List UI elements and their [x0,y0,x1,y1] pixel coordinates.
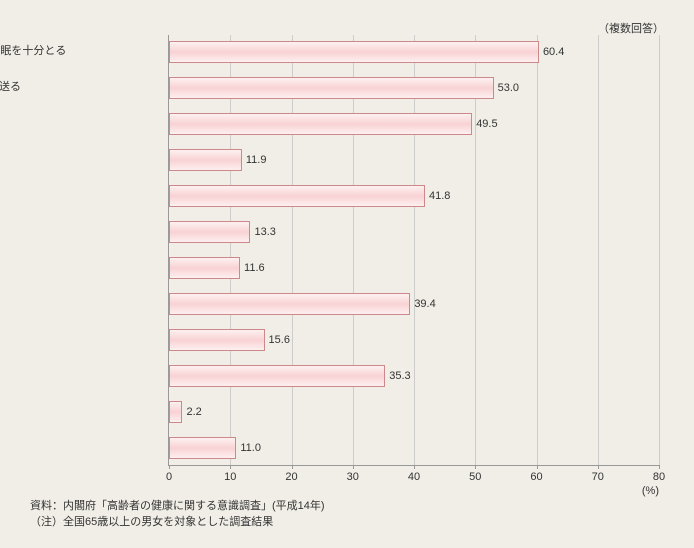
bar-row: 保健薬や強壮剤を飲む11.9 [169,149,266,171]
bar [169,401,182,423]
x-tick-label: 30 [347,471,359,483]
bar [169,293,410,315]
bar-value-label: 60.4 [543,46,564,58]
bar-value-label: 41.8 [429,190,450,202]
bar [169,41,539,63]
x-tick-label: 50 [469,471,481,483]
grid-line [414,35,415,465]
x-tick-label: 10 [224,471,236,483]
chart-subtitle: （複数回答） [598,20,664,36]
bar-row: 健康診査などを定期的に受ける41.8 [169,185,450,207]
grid-line [537,35,538,465]
x-tick-mark [598,465,599,469]
bar [169,113,472,135]
x-tick-mark [537,465,538,469]
bar-value-label: 53.0 [498,82,519,94]
x-tick-mark [292,465,293,469]
category-label: 規則正しい生活を送る [0,81,21,94]
bar-row: 気持ちをなるべく明るく持つ35.3 [169,365,411,387]
x-tick-mark [475,465,476,469]
bar [169,185,425,207]
bar-row: 休養や睡眠を十分とる60.4 [169,41,564,63]
x-tick-label: 0 [166,471,172,483]
x-tick-label: 40 [408,471,420,483]
x-tick-mark [169,465,170,469]
footnote-line1: 資料：内閣府「高齢者の健康に関する意識調査」(平成14年) [30,499,325,514]
x-tick-mark [659,465,660,469]
bar [169,149,242,171]
bar-value-label: 11.0 [240,442,261,454]
grid-line [659,35,660,465]
grid-line [230,35,231,465]
footnote: 資料：内閣府「高齢者の健康に関する意識調査」(平成14年) （注）全国65歳以上… [30,499,325,530]
x-axis-label: (%) [642,485,659,497]
grid-line [475,35,476,465]
bar [169,221,250,243]
bar-value-label: 2.2 [186,406,201,418]
grid-line [292,35,293,465]
bar-value-label: 15.6 [269,334,290,346]
plot-area: (%) 01020304050607080休養や睡眠を十分とる60.4規則正しい… [168,35,659,466]
bar-value-label: 11.9 [246,154,267,166]
bar-row: タバコを控える11.6 [169,257,265,279]
x-tick-label: 60 [530,471,542,483]
bar-row: その他2.2 [169,401,202,423]
bar-row: 散歩やスポーツをする39.4 [169,293,436,315]
bar-value-label: 49.5 [476,118,497,130]
bar [169,77,494,99]
bar-value-label: 35.3 [389,370,410,382]
bar-value-label: 39.4 [414,298,435,310]
grid-line [353,35,354,465]
x-tick-mark [414,465,415,469]
category-label: 休養や睡眠を十分とる [0,45,66,58]
x-tick-label: 70 [592,471,604,483]
grid-line [598,35,599,465]
bar-row: 酒を控える13.3 [169,221,276,243]
x-tick-mark [230,465,231,469]
bar-value-label: 13.3 [254,226,275,238]
bar-row: 栄養のバランスのとれた食事をとる49.5 [169,113,498,135]
x-tick-label: 20 [285,471,297,483]
bar [169,365,385,387]
x-tick-mark [353,465,354,469]
bar-value-label: 11.6 [244,262,265,274]
bar-row: 規則正しい生活を送る53.0 [169,77,519,99]
bar [169,257,240,279]
bar-row: 特になし11.0 [169,437,261,459]
bar [169,437,236,459]
x-tick-label: 80 [653,471,665,483]
bar-row: 地域の活動に参加する15.6 [169,329,290,351]
bar [169,329,265,351]
chart-container: （複数回答） (%) 01020304050607080休養や睡眠を十分とる60… [0,0,694,548]
footnote-line2: （注）全国65歳以上の男女を対象とした調査結果 [30,515,325,530]
